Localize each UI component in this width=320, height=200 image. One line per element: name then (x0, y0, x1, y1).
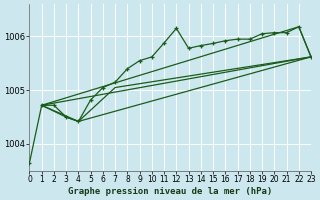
X-axis label: Graphe pression niveau de la mer (hPa): Graphe pression niveau de la mer (hPa) (68, 187, 272, 196)
